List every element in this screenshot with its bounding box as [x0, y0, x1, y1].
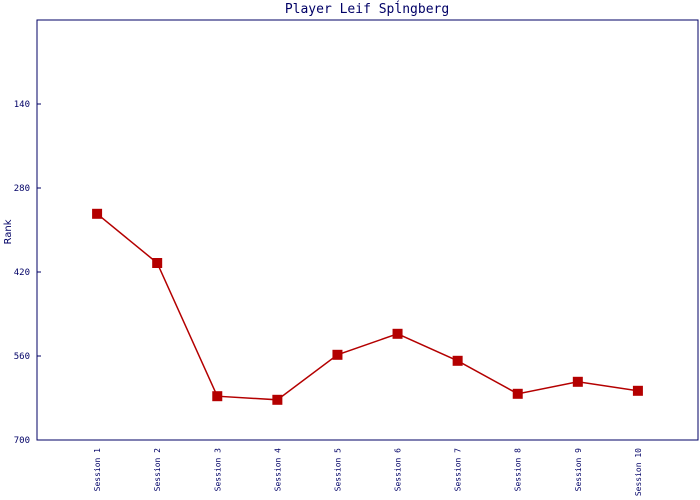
x-tick-label: Session 9: [574, 448, 583, 492]
x-tick-label: Session 2: [153, 448, 162, 492]
y-tick-label: 280: [14, 184, 30, 194]
x-tick-label: Session 8: [514, 448, 523, 492]
x-tick-label: Session 5: [333, 448, 342, 492]
point-marker: [152, 258, 163, 268]
point-marker: [332, 349, 343, 360]
y-axis-label: Rank: [3, 219, 14, 244]
y-tick-label: 560: [14, 352, 30, 362]
point-marker: [452, 355, 463, 366]
y-tick-label: 420: [14, 268, 30, 278]
plot-frame: [36, 19, 699, 441]
point-marker: [272, 394, 283, 405]
point-marker: [512, 388, 523, 399]
point-marker: [392, 328, 403, 339]
point-marker: [92, 208, 103, 219]
point-marker: [212, 391, 223, 402]
x-tick-label: Session 6: [394, 448, 403, 492]
point-marker: [572, 376, 583, 387]
x-tick-label: Session 4: [273, 448, 282, 492]
series-line: [96, 213, 639, 401]
x-tick-label: Session 7: [454, 448, 463, 492]
x-tick-label: Session 1: [93, 448, 102, 492]
y-tick-label: 140: [14, 100, 30, 110]
chart-title: Player Leif Spĺngberg: [285, 1, 449, 17]
point-marker: [632, 385, 643, 396]
x-tick-label: Session 10: [634, 448, 643, 496]
x-tick-label: Session 3: [213, 448, 222, 492]
y-tick-label: 700: [14, 436, 30, 446]
